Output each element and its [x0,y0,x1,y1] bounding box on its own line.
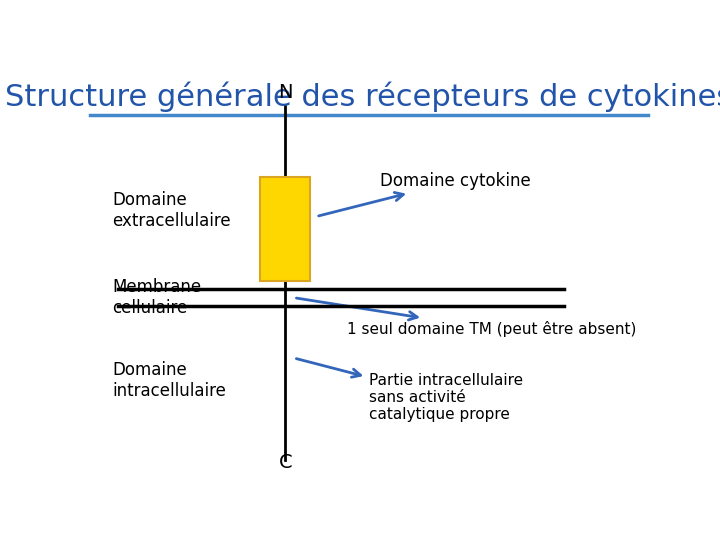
Text: N: N [278,83,292,102]
Text: Partie intracellulaire
sans activité
catalytique propre: Partie intracellulaire sans activité cat… [297,359,523,422]
Text: Membrane
cellulaire: Membrane cellulaire [112,278,202,317]
Text: Domaine
extracellulaire: Domaine extracellulaire [112,191,231,230]
Text: 1 seul domaine TM (peut être absent): 1 seul domaine TM (peut être absent) [297,298,636,337]
Bar [260,177,310,281]
Text: Domaine cytokine: Domaine cytokine [319,172,531,216]
Text: Domaine
intracellulaire: Domaine intracellulaire [112,361,226,400]
Text: Structure générale des récepteurs de cytokines: Structure générale des récepteurs de cyt… [5,82,720,112]
Text: C: C [279,453,292,472]
